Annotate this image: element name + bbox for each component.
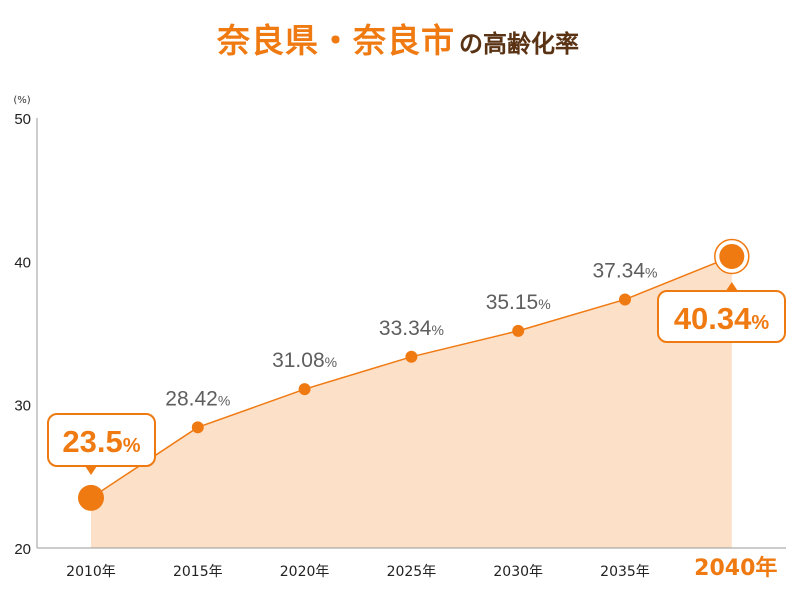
chart-title-sub: の高齢化率 xyxy=(459,30,579,58)
data-point xyxy=(298,383,311,396)
data-label: 35.15% xyxy=(486,291,551,314)
data-label-highlight: 40.34% xyxy=(674,301,770,336)
callout-pointer xyxy=(725,282,738,291)
data-point xyxy=(191,421,204,434)
chart-title-main: 奈良県・奈良市 xyxy=(217,21,455,60)
data-label: 31.08% xyxy=(272,349,337,372)
data-point-highlight xyxy=(719,243,745,269)
x-tick-label: 2020年 xyxy=(280,564,330,580)
x-tick-label-highlight: 2040年 xyxy=(694,555,777,581)
y-tick-label: 40 xyxy=(14,254,31,271)
data-point xyxy=(405,350,418,363)
callout-box-end xyxy=(657,290,786,343)
data-label: 28.42% xyxy=(165,387,230,410)
y-tick-label: 30 xyxy=(14,398,31,415)
data-label-highlight: 23.5% xyxy=(62,424,140,459)
x-tick-label: 2015年 xyxy=(173,564,223,580)
x-tick-label: 2010年 xyxy=(66,564,116,580)
y-tick-label: 20 xyxy=(14,541,31,558)
y-tick-label: 50 xyxy=(14,111,31,128)
y-unit-label: (%) xyxy=(13,95,30,106)
data-point xyxy=(512,324,525,337)
x-tick-label: 2030年 xyxy=(493,564,543,580)
data-point-highlight xyxy=(78,484,104,511)
data-point xyxy=(619,293,631,306)
x-tick-label: 2035年 xyxy=(600,564,650,580)
area-fill xyxy=(91,256,732,548)
callout-pointer xyxy=(85,466,97,475)
chart-title: 奈良県・奈良市 の高齢化率 xyxy=(0,14,796,62)
x-tick-label: 2025年 xyxy=(387,564,437,580)
data-label: 37.34% xyxy=(592,259,657,282)
data-label: 33.34% xyxy=(379,317,444,340)
callout-box-start xyxy=(47,413,156,467)
